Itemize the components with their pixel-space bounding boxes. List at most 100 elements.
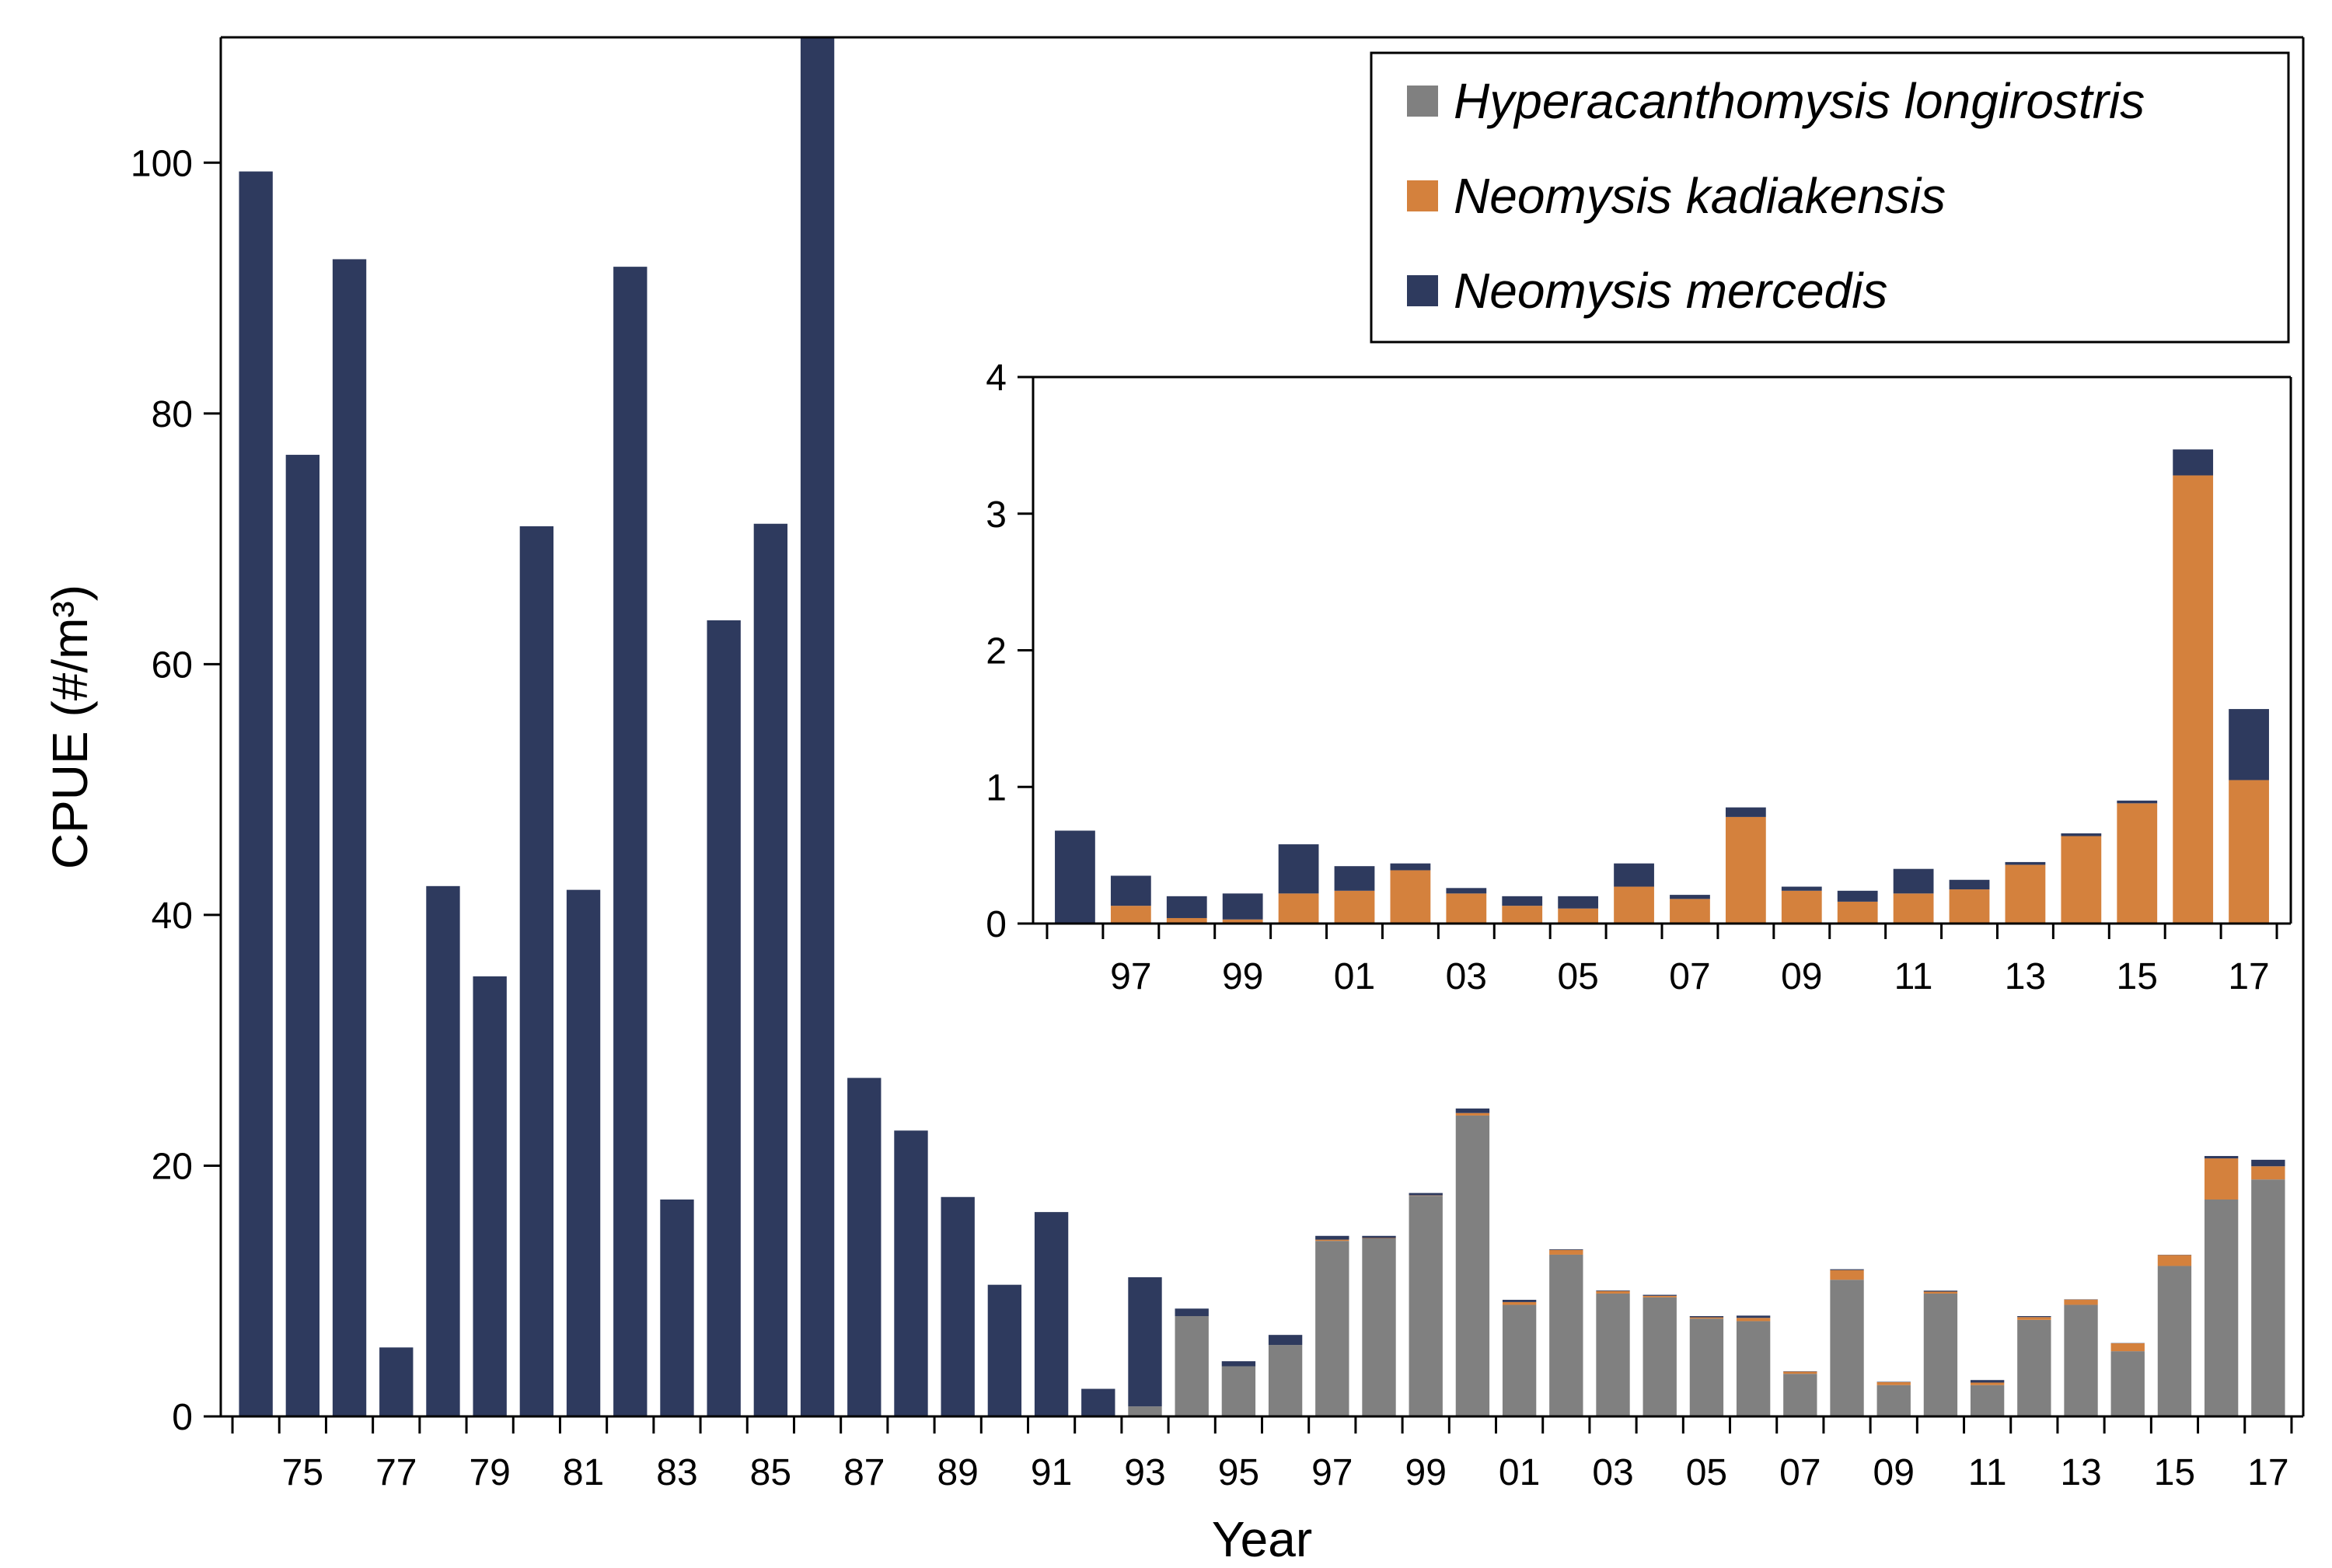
main-bar-neomysis-mercedis-10 (1923, 1290, 1958, 1292)
inset-bar-neomysis-kadiakensis-02 (1390, 870, 1431, 924)
inset-x-tick-label-01: 01 (1334, 956, 1375, 997)
main-bar-hyperacanthomysis-longirostris-05 (1689, 1318, 1724, 1416)
main-y-tick-label-40: 40 (152, 896, 193, 937)
main-bar-hyperacanthomysis-longirostris-01 (1502, 1304, 1537, 1416)
main-bar-neomysis-mercedis-95 (1221, 1361, 1256, 1367)
main-bar-neomysis-kadiakensis-16 (2204, 1158, 2239, 1200)
inset-y-tick-label-2: 2 (986, 631, 1007, 672)
inset-bar-neomysis-kadiakensis-16 (2173, 475, 2214, 924)
inset-bar-neomysis-mercedis-15 (2117, 800, 2158, 804)
inset-x-tick-label-17: 17 (2228, 956, 2269, 997)
main-bar-hyperacanthomysis-longirostris-12 (2017, 1319, 2051, 1416)
inset-bar-neomysis-kadiakensis-00 (1278, 893, 1319, 924)
main-bar-neomysis-kadiakensis-01 (1502, 1301, 1537, 1305)
inset-x-tick-label-15: 15 (2117, 956, 2158, 997)
inset-y-tick-label-3: 3 (986, 494, 1007, 536)
main-y-tick-label-0: 0 (172, 1397, 193, 1438)
main-bar-hyperacanthomysis-longirostris-96 (1268, 1345, 1303, 1416)
main-bar-neomysis-kadiakensis-10 (1923, 1291, 1958, 1294)
main-x-tick-label-91: 91 (1031, 1452, 1072, 1493)
main-bar-neomysis-mercedis-92 (1081, 1388, 1115, 1416)
inset-bar-neomysis-kadiakensis-08 (1725, 816, 1766, 924)
inset-bar-neomysis-kadiakensis-99 (1222, 919, 1263, 924)
main-x-tick-label-11: 11 (1968, 1452, 2007, 1493)
main-x-tick-label-15: 15 (2154, 1452, 2195, 1493)
inset-bar-neomysis-kadiakensis-17 (2229, 780, 2269, 924)
inset-bar-neomysis-mercedis-17 (2229, 709, 2269, 781)
inset-bar-neomysis-mercedis-09 (1781, 886, 1822, 891)
inset-bar-neomysis-mercedis-10 (1837, 890, 1878, 902)
inset-bar-neomysis-kadiakensis-14 (2061, 836, 2102, 924)
main-bar-neomysis-mercedis-97 (1315, 1235, 1349, 1240)
main-bar-neomysis-kadiakensis-04 (1643, 1295, 1677, 1297)
main-bar-hyperacanthomysis-longirostris-00 (1455, 1115, 1490, 1416)
inset-bar-neomysis-mercedis-96 (1055, 830, 1095, 924)
main-bar-neomysis-mercedis-05 (1689, 1315, 1724, 1318)
main-bar-neomysis-kadiakensis-15 (2157, 1255, 2192, 1266)
main-y-tick-label-80: 80 (152, 394, 193, 435)
inset-bar-neomysis-kadiakensis-07 (1670, 899, 1710, 924)
inset-bar-neomysis-mercedis-03 (1446, 888, 1487, 894)
main-bar-neomysis-mercedis-94 (1175, 1308, 1209, 1316)
main-x-tick-label-87: 87 (843, 1452, 885, 1493)
main-bar-neomysis-mercedis-76 (332, 259, 367, 1417)
inset-y-tick-label-1: 1 (986, 767, 1007, 808)
main-bar-neomysis-mercedis-78 (426, 885, 460, 1416)
main-x-tick-label-97: 97 (1311, 1452, 1353, 1493)
main-x-tick-label-81: 81 (563, 1452, 604, 1493)
main-y-tick-label-60: 60 (152, 644, 193, 686)
main-bar-neomysis-kadiakensis-97 (1315, 1239, 1349, 1241)
main-bar-neomysis-mercedis-82 (613, 267, 648, 1416)
inset-bar-neomysis-kadiakensis-98 (1166, 917, 1207, 924)
main-bar-neomysis-mercedis-79 (473, 976, 507, 1416)
main-bar-hyperacanthomysis-longirostris-93 (1128, 1406, 1162, 1416)
main-bar-hyperacanthomysis-longirostris-06 (1736, 1321, 1771, 1416)
main-x-tick-label-05: 05 (1686, 1452, 1727, 1493)
inset-bar-neomysis-kadiakensis-10 (1837, 901, 1878, 924)
legend-label-neomysis-mercedis: Neomysis mercedis (1454, 263, 1887, 319)
legend-box (1370, 51, 2290, 344)
main-bar-hyperacanthomysis-longirostris-07 (1783, 1374, 1817, 1416)
inset-bar-neomysis-mercedis-05 (1558, 896, 1599, 909)
inset-bar-neomysis-mercedis-01 (1334, 866, 1375, 891)
main-x-tick-label-01: 01 (1499, 1452, 1540, 1493)
legend-swatch-hyperacanthomysis-longirostris (1407, 86, 1438, 117)
inset-y-tick-label-4: 4 (986, 358, 1007, 399)
main-bar-neomysis-mercedis-83 (660, 1200, 694, 1416)
inset-x-tick-label-11: 11 (1894, 956, 1933, 997)
main-bar-hyperacanthomysis-longirostris-10 (1923, 1293, 1958, 1416)
main-bar-neomysis-kadiakensis-08 (1830, 1269, 1864, 1280)
legend-swatch-neomysis-mercedis (1407, 275, 1438, 306)
inset-bar-neomysis-kadiakensis-15 (2117, 803, 2158, 924)
main-bar-neomysis-mercedis-75 (285, 455, 320, 1416)
main-x-tick-label-03: 03 (1592, 1452, 1633, 1493)
main-x-tick-label-89: 89 (937, 1452, 978, 1493)
inset-bar-neomysis-kadiakensis-12 (1949, 889, 1990, 924)
main-bar-neomysis-mercedis-17 (2251, 1159, 2285, 1167)
main-bar-hyperacanthomysis-longirostris-98 (1362, 1238, 1396, 1416)
main-bar-neomysis-mercedis-04 (1643, 1294, 1677, 1296)
main-bar-hyperacanthomysis-longirostris-04 (1643, 1297, 1677, 1416)
main-bar-neomysis-mercedis-06 (1736, 1315, 1771, 1318)
main-bar-neomysis-mercedis-03 (1596, 1290, 1630, 1291)
inset-bar-neomysis-kadiakensis-11 (1893, 893, 1934, 924)
inset-bar-neomysis-mercedis-99 (1222, 893, 1263, 920)
main-bar-hyperacanthomysis-longirostris-97 (1315, 1241, 1349, 1416)
main-x-tick-label-79: 79 (469, 1452, 510, 1493)
inset-x-tick-label-05: 05 (1557, 956, 1598, 997)
main-bar-neomysis-mercedis-16 (2204, 1156, 2239, 1159)
inset-bar-neomysis-mercedis-12 (1949, 879, 1990, 890)
main-bar-neomysis-mercedis-02 (1549, 1249, 1583, 1250)
main-bar-hyperacanthomysis-longirostris-94 (1175, 1315, 1209, 1416)
main-bar-neomysis-kadiakensis-05 (1689, 1317, 1724, 1319)
main-y-tick-label-20: 20 (152, 1146, 193, 1187)
main-bar-neomysis-mercedis-89 (941, 1196, 975, 1416)
main-bar-hyperacanthomysis-longirostris-16 (2204, 1200, 2239, 1416)
main-x-tick-label-07: 07 (1779, 1452, 1821, 1493)
legend-label-hyperacanthomysis-longirostris: Hyperacanthomysis longirostris (1454, 73, 2145, 129)
main-bar-neomysis-mercedis-81 (566, 889, 601, 1416)
main-y-tick-label-100: 100 (131, 143, 193, 184)
inset-bar-neomysis-kadiakensis-06 (1614, 886, 1654, 924)
